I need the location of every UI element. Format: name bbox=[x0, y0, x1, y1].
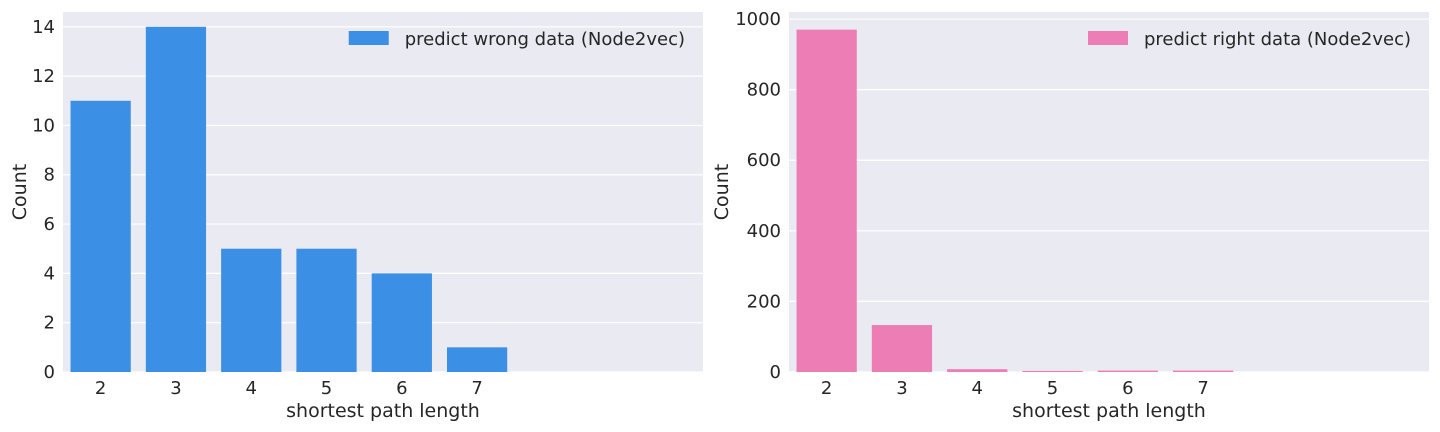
y-tick-label: 1000 bbox=[735, 9, 781, 30]
y-tick-label: 400 bbox=[747, 221, 781, 242]
legend-swatch bbox=[1088, 31, 1128, 45]
y-axis-label: Count bbox=[9, 164, 31, 220]
x-tick-label: 3 bbox=[896, 378, 907, 399]
x-tick-label: 6 bbox=[396, 378, 407, 399]
x-tick-label: 7 bbox=[1197, 378, 1208, 399]
y-tick-label: 0 bbox=[44, 362, 55, 383]
x-tick-label: 7 bbox=[471, 378, 482, 399]
bar-5 bbox=[1022, 370, 1083, 372]
x-tick-label: 2 bbox=[95, 378, 106, 399]
bar-3 bbox=[145, 26, 207, 372]
bar-2 bbox=[70, 100, 131, 372]
bar-2 bbox=[796, 29, 857, 372]
y-tick-label: 800 bbox=[747, 80, 781, 101]
y-tick-label: 12 bbox=[32, 66, 55, 87]
x-axis-label: shortest path length bbox=[286, 400, 480, 422]
bar-7 bbox=[1173, 370, 1234, 372]
x-tick-label: 5 bbox=[321, 378, 332, 399]
bar-7 bbox=[447, 347, 508, 372]
y-tick-label: 2 bbox=[44, 313, 55, 334]
x-tick-label: 4 bbox=[246, 378, 257, 399]
legend-swatch bbox=[348, 31, 389, 45]
x-tick-label: 2 bbox=[821, 378, 832, 399]
y-tick-label: 200 bbox=[747, 291, 781, 312]
y-tick-label: 4 bbox=[44, 263, 55, 284]
legend-label: predict wrong data (Node2vec) bbox=[405, 29, 685, 50]
y-tick-label: 600 bbox=[747, 150, 781, 171]
y-tick-label: 0 bbox=[770, 362, 781, 383]
bar-6 bbox=[371, 273, 432, 372]
plot-area bbox=[789, 12, 1429, 372]
y-tick-label: 14 bbox=[32, 17, 55, 38]
legend: predict right data (Node2vec) bbox=[1088, 29, 1411, 50]
y-tick-label: 10 bbox=[32, 115, 55, 136]
bar-5 bbox=[296, 248, 357, 372]
x-tick-label: 3 bbox=[170, 378, 181, 399]
x-tick-label: 6 bbox=[1122, 378, 1133, 399]
y-axis-label: Count bbox=[711, 164, 733, 220]
x-tick-label: 5 bbox=[1047, 378, 1058, 399]
bar-3 bbox=[871, 325, 933, 372]
x-axis-label: shortest path length bbox=[1012, 400, 1206, 422]
legend-label: predict right data (Node2vec) bbox=[1144, 29, 1411, 50]
legend: predict wrong data (Node2vec) bbox=[348, 29, 685, 50]
x-tick-label: 4 bbox=[972, 378, 983, 399]
bar-6 bbox=[1097, 370, 1158, 372]
bar-4 bbox=[947, 369, 1008, 372]
y-tick-label: 6 bbox=[44, 214, 55, 235]
y-tick-label: 8 bbox=[44, 165, 55, 186]
bar-4 bbox=[221, 248, 282, 372]
